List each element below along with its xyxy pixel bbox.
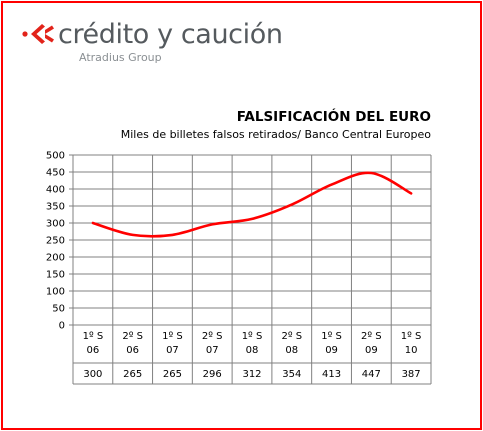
y-tick-label: 250 xyxy=(46,236,65,247)
y-tick-label: 200 xyxy=(46,253,65,264)
x-tick-label: 2º S 06 xyxy=(122,331,143,356)
data-label: 447 xyxy=(362,369,381,380)
series-line xyxy=(91,171,413,238)
chart-subtitle: Miles de billetes falsos retirados/ Banc… xyxy=(120,128,431,141)
y-tick-label: 300 xyxy=(46,219,65,230)
y-tick-label: 100 xyxy=(46,287,65,298)
x-tick-label: 2º S 08 xyxy=(281,331,302,356)
x-tick-label: 1º S 06 xyxy=(83,331,104,356)
y-tick-label: 150 xyxy=(46,270,65,281)
data-label: 300 xyxy=(83,369,102,380)
chevron-arrows-logo-icon xyxy=(22,24,54,44)
y-tick-label: 350 xyxy=(46,202,65,213)
x-tick-label: 1º S 09 xyxy=(321,331,342,356)
x-tick-label: 2º S 09 xyxy=(361,331,382,356)
y-tick-label: 50 xyxy=(52,304,65,315)
y-tick-label: 0 xyxy=(59,321,65,332)
brand-tagline: Atradius Group xyxy=(79,51,162,64)
chart-title: FALSIFICACIÓN DEL EURO xyxy=(236,109,431,125)
data-label: 354 xyxy=(282,369,301,380)
x-tick-label: 1º S 07 xyxy=(162,331,183,356)
y-tick-label: 450 xyxy=(46,168,65,179)
y-tick-label: 500 xyxy=(46,151,65,162)
x-tick-label: 1º S 10 xyxy=(401,331,422,356)
y-tick-label: 400 xyxy=(46,185,65,196)
data-label: 387 xyxy=(402,369,421,380)
x-tick-label: 2º S 07 xyxy=(202,331,223,356)
data-label: 312 xyxy=(242,369,261,380)
data-label: 265 xyxy=(123,369,142,380)
brand-name: crédito y caución xyxy=(58,19,283,50)
x-tick-label: 1º S 08 xyxy=(242,331,263,356)
data-label: 265 xyxy=(163,369,182,380)
data-label: 413 xyxy=(322,369,341,380)
data-label: 296 xyxy=(203,369,222,380)
